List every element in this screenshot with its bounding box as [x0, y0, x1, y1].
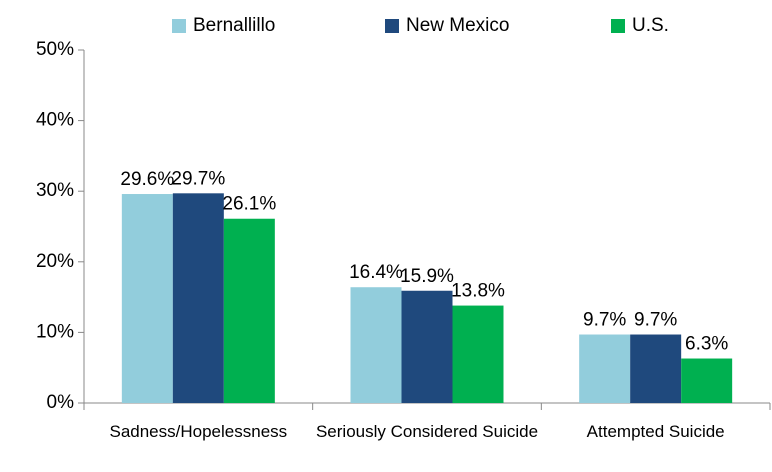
- bar: [172, 193, 224, 403]
- bar: [350, 287, 402, 403]
- data-label: 15.9%: [400, 266, 454, 287]
- y-tick-label: 30%: [36, 180, 74, 201]
- bar: [630, 334, 682, 403]
- y-tick-label: 40%: [36, 110, 74, 131]
- data-label: 29.6%: [120, 169, 174, 190]
- data-label: 29.7%: [171, 168, 225, 189]
- y-tick-label: 0%: [47, 392, 75, 413]
- data-label: 16.4%: [349, 262, 403, 283]
- data-label: 13.8%: [451, 281, 505, 302]
- data-label: 9.7%: [634, 310, 677, 331]
- legend-swatch: [385, 19, 399, 33]
- bar: [579, 334, 631, 403]
- legend-swatch: [611, 19, 625, 33]
- legend-label: U.S.: [632, 15, 669, 36]
- legend-label: Bernallillo: [193, 15, 275, 36]
- data-label: 26.1%: [222, 194, 276, 215]
- data-label: 9.7%: [583, 310, 626, 331]
- bar: [223, 218, 275, 403]
- x-tick-label: Attempted Suicide: [586, 422, 725, 441]
- legend-label: New Mexico: [406, 15, 509, 36]
- bar: [681, 358, 733, 403]
- x-tick-label: Seriously Considered Suicide: [315, 422, 539, 441]
- y-tick-label: 50%: [36, 39, 74, 60]
- x-tick-label: Sadness/Hopelessness: [109, 422, 288, 441]
- bar: [121, 194, 173, 403]
- y-tick-label: 20%: [36, 251, 74, 272]
- data-label: 6.3%: [685, 334, 728, 355]
- legend-swatch: [172, 19, 186, 33]
- bar: [401, 290, 453, 403]
- y-tick-label: 10%: [36, 321, 74, 342]
- bar: [452, 305, 504, 403]
